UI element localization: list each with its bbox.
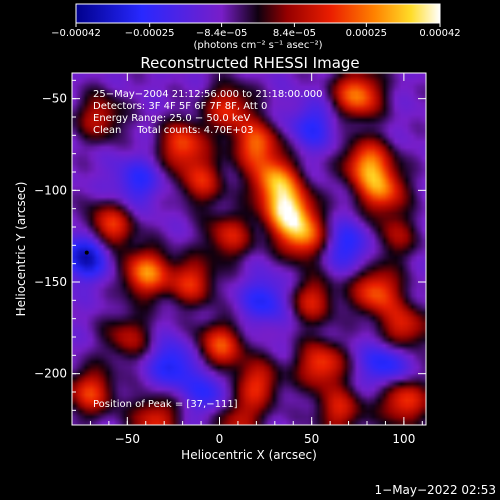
annotation-energy: Energy Range: 25.0 − 50.0 keV (93, 113, 250, 124)
colorbar-ticks: −0.00042 −0.00025 −8.4e−05 8.4e−05 0.00025 0.… (51, 23, 461, 39)
colorbar: −0.00042 −0.00025 −8.4e−05 8.4e−05 0.00025 0.… (51, 3, 461, 51)
x-tick-label: −50 (115, 432, 140, 446)
x-tick-label: 100 (392, 432, 415, 446)
heatmap-image (72, 73, 426, 425)
x-tick-label: 50 (304, 432, 319, 446)
y-tick-label: −100 (34, 183, 67, 197)
peak-position-label: Position of Peak = [37,−111] (93, 399, 238, 410)
peak-marker (84, 250, 89, 255)
y-tick-label: −150 (34, 275, 67, 289)
y-tick-label: −200 (34, 367, 67, 381)
colorbar-tick-label: 0.00042 (419, 28, 460, 39)
chart-title: Reconstructed RHESSI Image (140, 54, 359, 72)
min-marker (84, 250, 89, 255)
colorbar-tick-label: 0.00025 (346, 28, 387, 39)
colorbar-tick-label: 8.4e−05 (273, 28, 316, 39)
colorbar-gradient (75, 3, 441, 24)
footer-timestamp: 1−May−2022 02:53 (375, 483, 497, 497)
y-axis-label: Heliocentric Y (arcsec) (14, 182, 28, 317)
heatmap-area (72, 73, 426, 425)
y-tick-label: −50 (42, 92, 67, 106)
x-tick-label: 0 (216, 432, 224, 446)
annotation-time-range: 25−May−2004 21:12:56.000 to 21:18:00.000 (93, 89, 323, 100)
x-axis: −50 0 50 100 (89, 73, 423, 446)
y-axis: −50 −100 −150 −200 (34, 79, 426, 411)
annotation-block: 25−May−2004 21:12:56.000 to 21:18:00.000… (93, 89, 323, 410)
colorbar-tick-label: −8.4e−05 (196, 28, 248, 39)
annotation-counts: Clean Total counts: 4.70E+03 (93, 125, 253, 136)
annotation-detectors: Detectors: 3F 4F 5F 6F 7F 8F, Att 0 (93, 101, 267, 112)
colorbar-units: (photons cm⁻² s⁻¹ asec⁻²) (193, 40, 322, 51)
plot-frame (71, 72, 427, 426)
colorbar-tick-label: −0.00042 (51, 28, 101, 39)
x-axis-label: Heliocentric X (arcsec) (181, 448, 317, 462)
colorbar-tick-label: −0.00025 (125, 28, 175, 39)
